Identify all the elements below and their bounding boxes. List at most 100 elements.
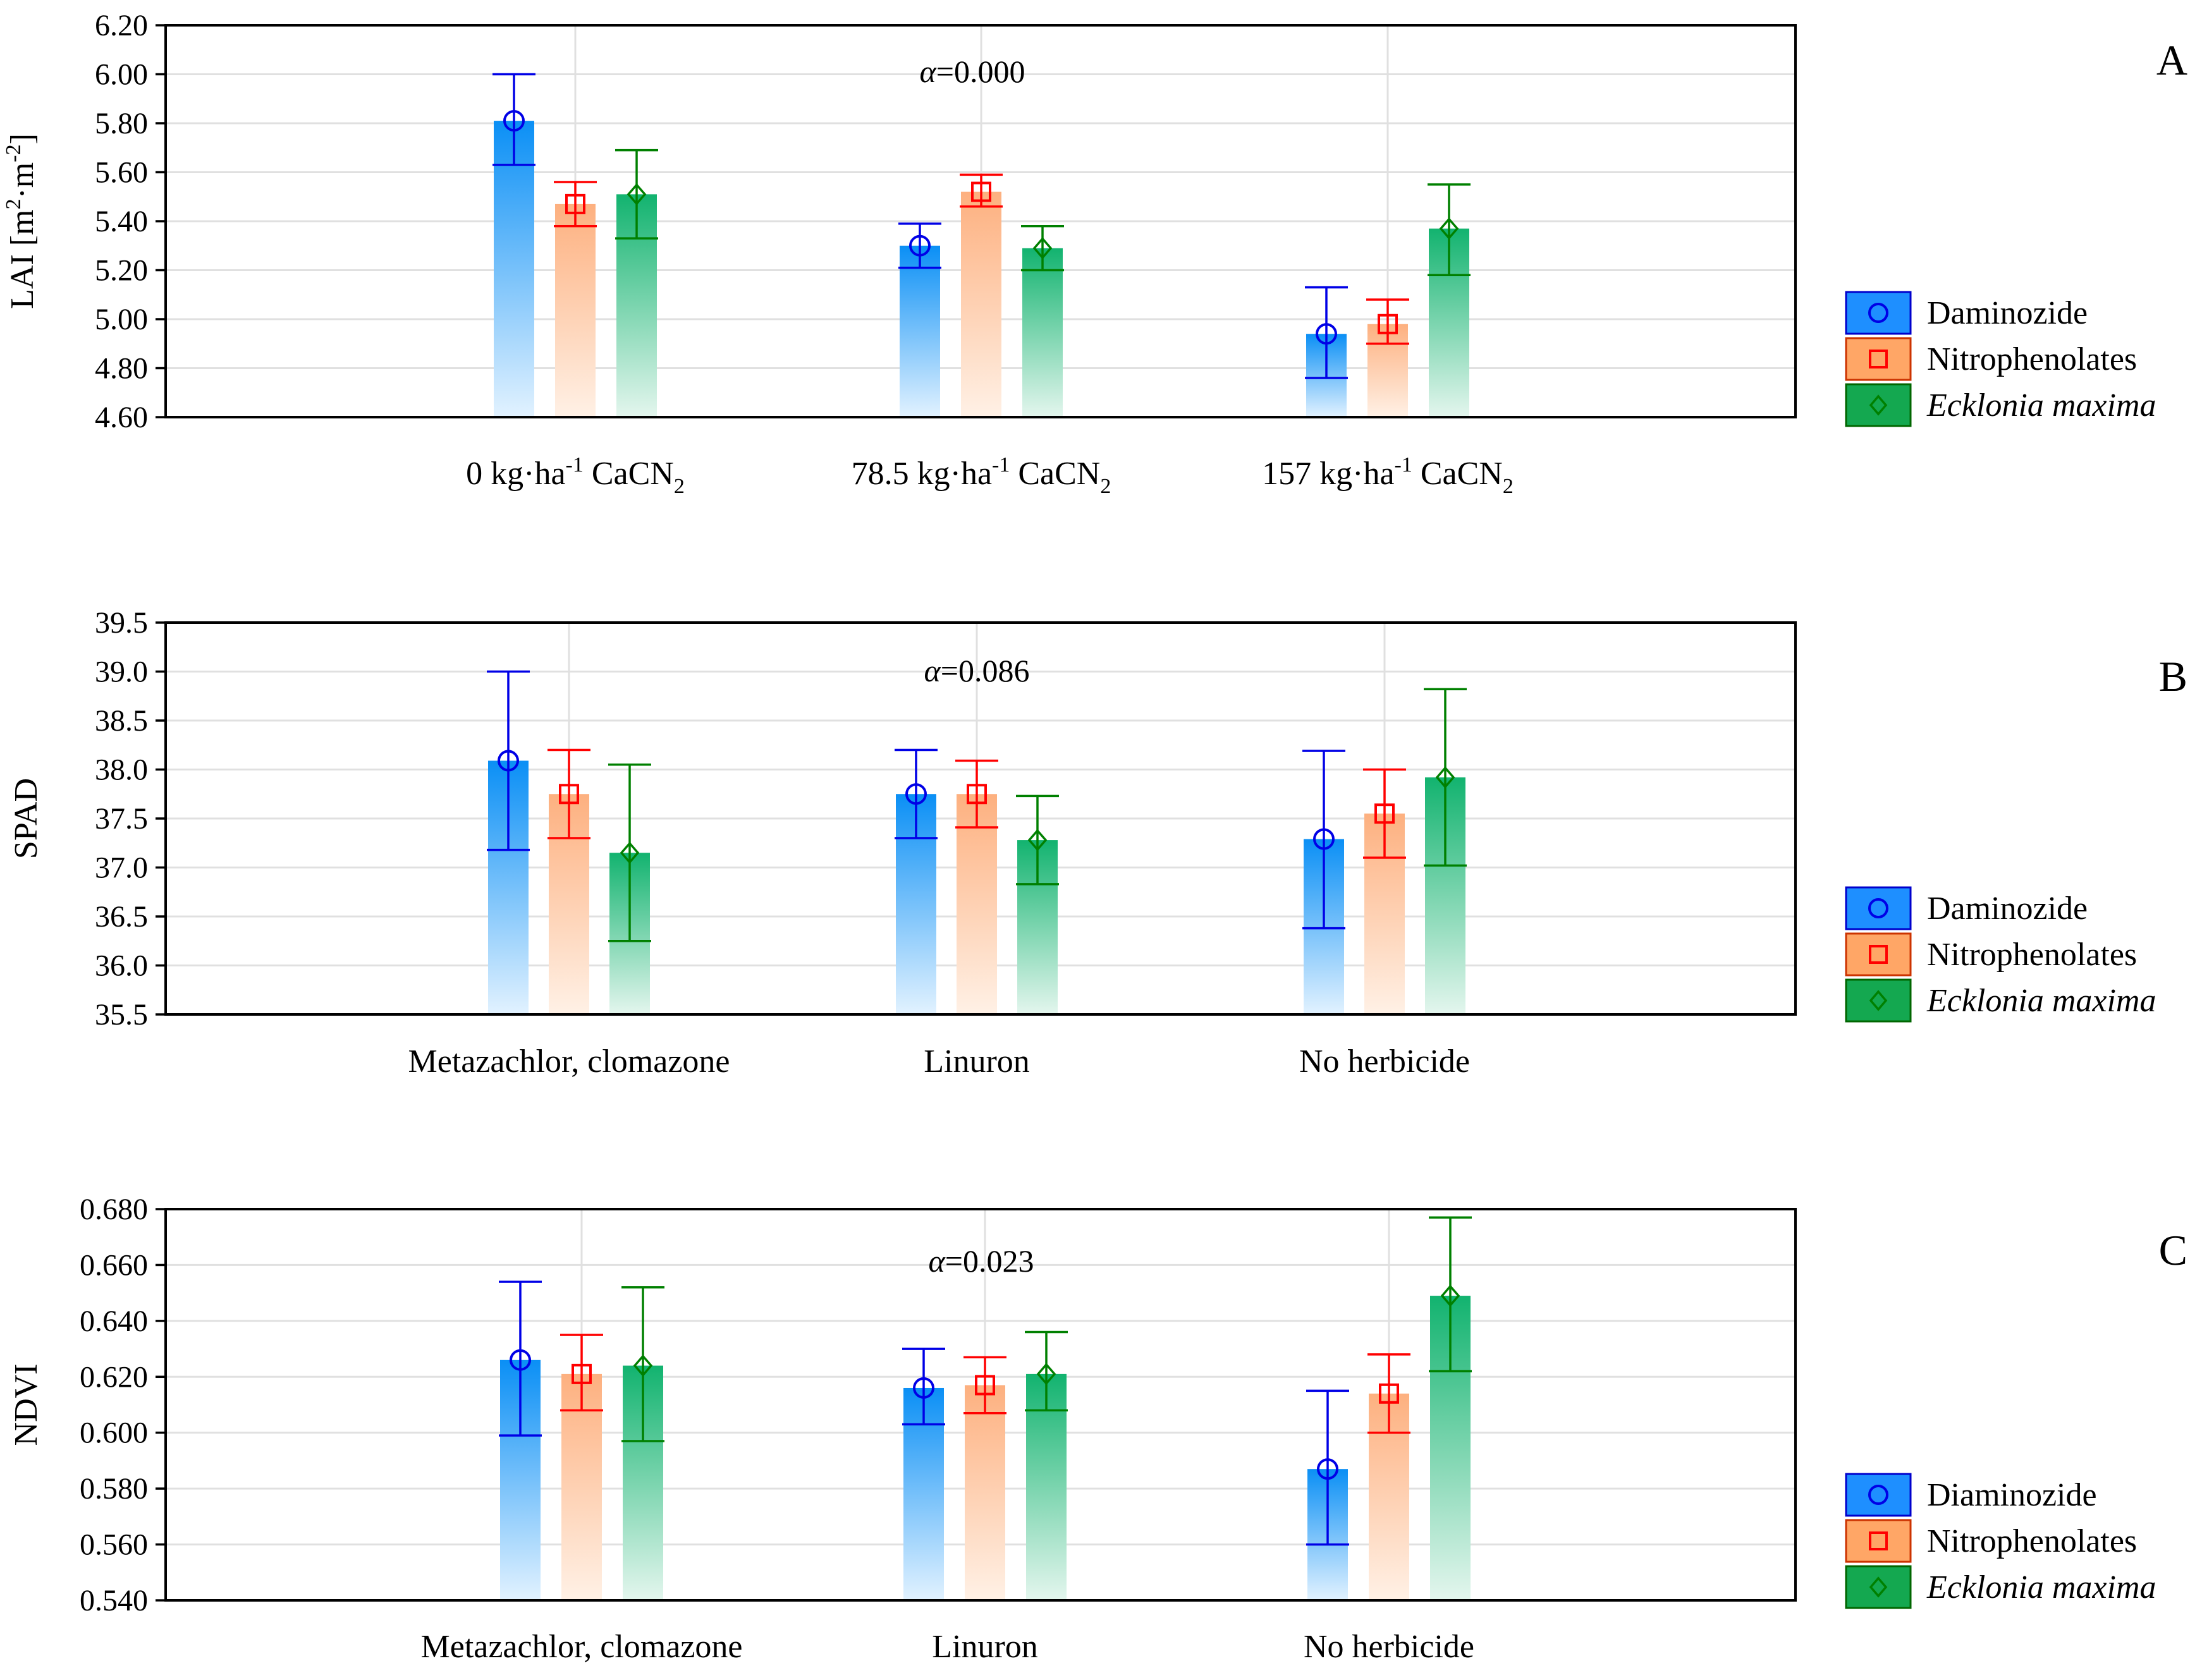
x-category-label: Linuron [924, 1044, 1030, 1080]
y-tick-label: 39.0 [95, 655, 148, 689]
y-tick-label: 0.660 [80, 1248, 148, 1282]
legend-swatch [1845, 1565, 1912, 1609]
marker-diamond [1435, 766, 1455, 789]
y-tick-label: 37.0 [95, 851, 148, 885]
marker-diamond [1036, 1363, 1056, 1385]
bar-a-s1-c1 [961, 192, 1001, 417]
y-tick-label: 0.620 [80, 1360, 148, 1394]
panel-letter: A [2156, 36, 2187, 84]
marker-diamond [620, 841, 640, 864]
legend-swatch [1845, 383, 1912, 427]
marker-circle [1316, 323, 1337, 345]
legend: Daminozide Nitrophenolates Ecklonia maxima [1845, 886, 2156, 1023]
y-tick-label: 0.560 [80, 1528, 148, 1562]
y-axis-label: SPAD [8, 778, 44, 859]
legend-marker-diamond [1869, 1576, 1888, 1598]
legend-label: Ecklonia maxima [1926, 983, 2156, 1019]
legend-label: Daminozide [1927, 295, 2088, 331]
y-tick-label: 39.5 [95, 606, 148, 640]
panel-letter: B [2159, 652, 2187, 700]
legend-marker-diamond [1869, 990, 1888, 1011]
legend-label: Ecklonia maxima [1926, 1569, 2156, 1605]
panel-letter: C [2159, 1226, 2187, 1274]
y-tick-label: 0.600 [80, 1416, 148, 1450]
legend-label: Nitrophenolates [1927, 341, 2137, 377]
y-tick-label: 38.0 [95, 753, 148, 787]
y-tick-label: 35.5 [95, 998, 148, 1032]
bar-a-s0-c1 [900, 245, 940, 417]
panel-c: 0.540 0.560 0.580 0.600 0.620 0.640 0.660 0.680… [8, 1193, 2187, 1665]
x-category-label: No herbicide [1299, 1044, 1470, 1080]
alpha-annotation: α=0.023 [929, 1243, 1034, 1279]
x-category-label: 78.5 kg·ha-1 CaCN2 [852, 453, 1111, 498]
x-category-label: 0 kg·ha-1 CaCN2 [466, 453, 685, 498]
y-tick-label: 37.5 [95, 802, 148, 836]
legend: Diaminozide Nitrophenolates Ecklonia maxim… [1845, 1473, 2156, 1609]
legend-marker-square [1869, 1531, 1888, 1550]
x-category-label: Metazachlor, clomazone [408, 1044, 730, 1080]
marker-square [971, 181, 991, 202]
legend-marker-diamond [1869, 394, 1888, 416]
y-tick-label: 0.580 [80, 1472, 148, 1506]
legend-marker-circle [1868, 898, 1888, 918]
y-tick-label: 38.5 [95, 704, 148, 738]
y-axis-label: LAI [m2·m-2] [2, 133, 40, 309]
marker-circle [510, 1349, 531, 1371]
bar-a-s2-c1 [1022, 248, 1063, 417]
marker-diamond [627, 183, 647, 206]
marker-circle [913, 1377, 934, 1399]
legend-label: Nitrophenolates [1927, 1523, 2137, 1559]
marker-square [975, 1375, 995, 1396]
marker-circle [905, 783, 927, 805]
x-category-label: Linuron [932, 1629, 1038, 1665]
marker-diamond [1032, 236, 1053, 260]
y-tick-label: 6.20 [95, 9, 148, 42]
marker-diamond [1439, 217, 1459, 240]
plot-frame [164, 1208, 1797, 1602]
y-tick-label: 5.20 [95, 254, 148, 288]
legend: Daminozide Nitrophenolates Ecklonia maxima [1845, 291, 2156, 427]
legend-label: Daminozide [1927, 891, 2088, 927]
marker-circle [503, 110, 525, 132]
x-category-label: 157 kg·ha-1 CaCN2 [1262, 453, 1514, 498]
panel-a: 4.60 4.80 5.00 5.20 5.40 5.60 5.80 6.00 6.20 LAI … [2, 9, 2187, 498]
y-axis-label: NDVI [8, 1364, 44, 1446]
bar-c-s1-c0 [561, 1373, 602, 1600]
legend-label: Ecklonia maxima [1926, 387, 2156, 423]
marker-circle [1313, 828, 1335, 850]
marker-circle [1317, 1458, 1338, 1480]
marker-square [1379, 1383, 1399, 1404]
legend-marker-square [1869, 945, 1888, 964]
y-tick-label: 4.80 [95, 352, 148, 386]
marker-diamond [1027, 829, 1048, 851]
legend-swatch [1845, 337, 1912, 381]
legend-marker-circle [1868, 303, 1888, 323]
alpha-annotation: α=0.086 [924, 653, 1030, 688]
legend-swatch [1845, 932, 1912, 977]
marker-diamond [633, 1354, 653, 1377]
marker-square [559, 784, 579, 805]
y-tick-label: 5.60 [95, 156, 148, 190]
marker-square [1374, 803, 1395, 824]
bar-a-s0-c0 [494, 121, 534, 417]
bar-c-s1-c1 [965, 1385, 1005, 1600]
legend-marker-square [1869, 350, 1888, 368]
marker-square [967, 784, 987, 805]
panel-b: 35.5 36.0 36.5 37.0 37.5 38.0 38.5 39.0 39.5 SPAD… [8, 606, 2187, 1080]
legend-swatch [1845, 886, 1912, 930]
y-tick-label: 0.640 [80, 1305, 148, 1338]
legend-marker-circle [1868, 1485, 1888, 1505]
y-tick-label: 36.0 [95, 949, 148, 983]
marker-circle [498, 750, 519, 772]
y-tick-label: 0.680 [80, 1193, 148, 1226]
bar-a-s1-c0 [555, 204, 596, 417]
legend-swatch [1845, 1519, 1912, 1563]
alpha-annotation: α=0.000 [920, 54, 1025, 89]
x-category-label: Metazachlor, clomazone [421, 1629, 743, 1665]
y-tick-label: 5.40 [95, 205, 148, 238]
bar-b-s1-c1 [957, 794, 997, 1014]
y-tick-label: 5.80 [95, 107, 148, 140]
marker-square [565, 193, 585, 214]
y-tick-label: 5.00 [95, 303, 148, 336]
